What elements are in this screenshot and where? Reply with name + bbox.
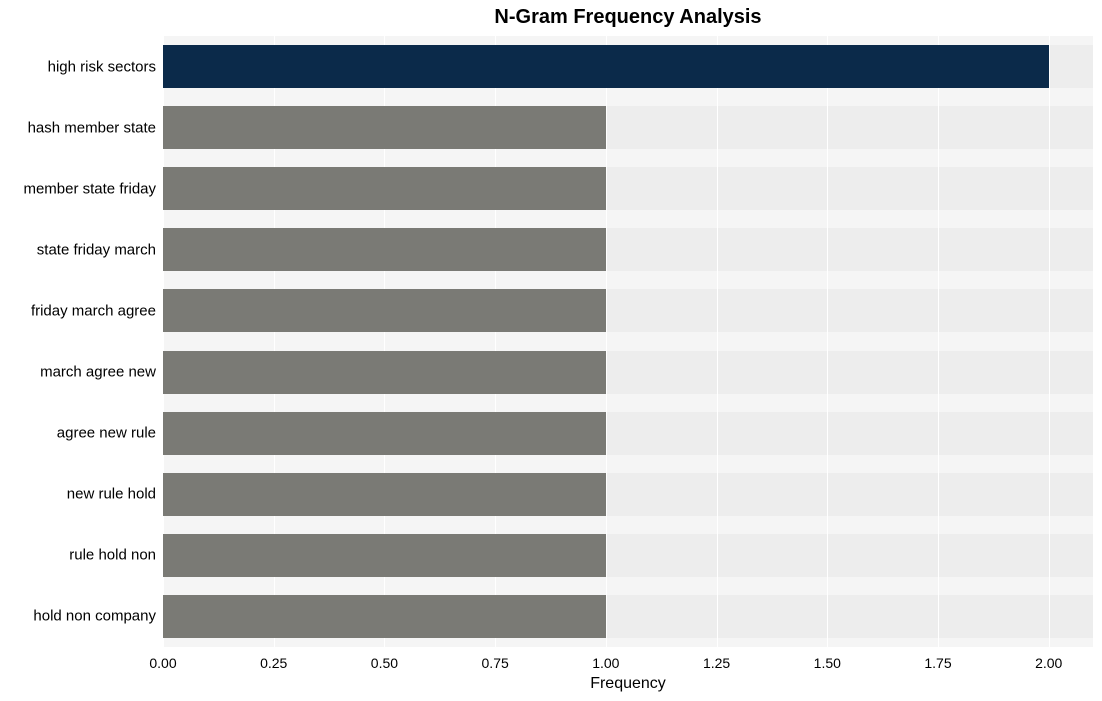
ngram-chart: N-Gram Frequency Analysis high risk sect… <box>0 0 1102 701</box>
x-tick-label: 0.25 <box>260 655 287 671</box>
bar <box>163 595 606 638</box>
y-tick-label: hash member state <box>28 119 156 136</box>
y-tick-label: friday march agree <box>31 302 156 319</box>
gridline <box>717 36 718 647</box>
x-tick-label: 0.75 <box>482 655 509 671</box>
x-tick-label: 1.25 <box>703 655 730 671</box>
bar <box>163 167 606 210</box>
y-tick-label: agree new rule <box>57 425 156 442</box>
bar <box>163 351 606 394</box>
y-tick-label: rule hold non <box>69 547 156 564</box>
bar <box>163 412 606 455</box>
gridline <box>938 36 939 647</box>
y-tick-label: hold non company <box>33 608 156 625</box>
bar <box>163 228 606 271</box>
x-tick-label: 1.50 <box>814 655 841 671</box>
y-tick-label: new rule hold <box>67 486 156 503</box>
y-tick-label: high risk sectors <box>48 58 156 75</box>
x-tick-label: 1.00 <box>592 655 619 671</box>
x-axis-title: Frequency <box>590 675 666 693</box>
bar <box>163 534 606 577</box>
y-tick-label: state friday march <box>37 241 156 258</box>
bar <box>163 473 606 516</box>
gridline <box>606 36 607 647</box>
gridline <box>1049 36 1050 647</box>
gridline <box>827 36 828 647</box>
x-tick-label: 0.50 <box>371 655 398 671</box>
plot-area <box>163 36 1093 647</box>
bar <box>163 45 1049 88</box>
chart-title: N-Gram Frequency Analysis <box>163 6 1093 29</box>
bar <box>163 106 606 149</box>
x-tick-label: 0.00 <box>149 655 176 671</box>
y-tick-label: member state friday <box>23 180 156 197</box>
y-tick-label: march agree new <box>40 364 156 381</box>
bar <box>163 289 606 332</box>
x-tick-label: 2.00 <box>1035 655 1062 671</box>
x-tick-label: 1.75 <box>924 655 951 671</box>
